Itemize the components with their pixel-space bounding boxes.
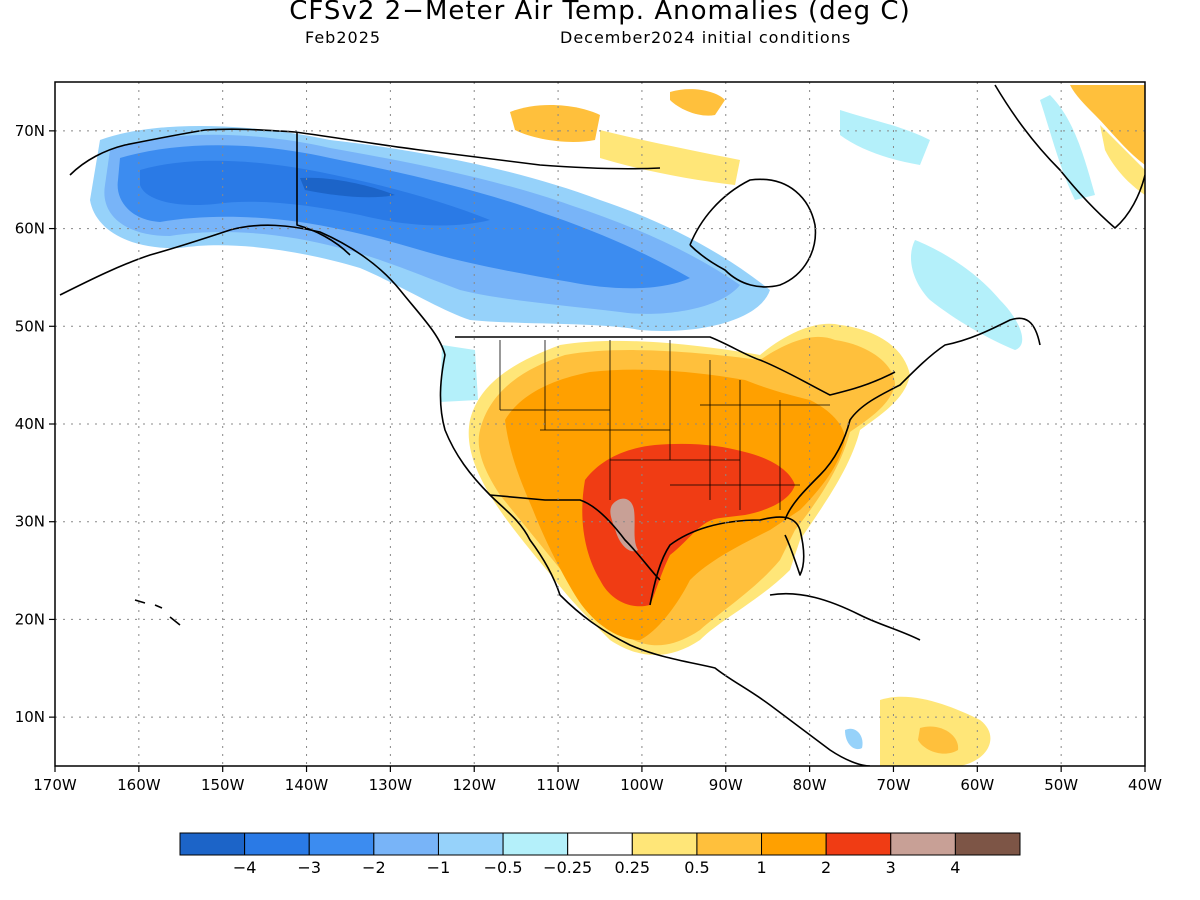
longitude-tick-label: 170W: [33, 776, 77, 794]
cold-region-pacific-nw: [440, 345, 478, 402]
latitude-tick-label: 40N: [15, 415, 45, 433]
longitude-tick-label: 40W: [1128, 776, 1162, 794]
longitude-tick-label: 140W: [285, 776, 329, 794]
cold-region-colombia: [845, 729, 863, 749]
latitude-tick-label: 30N: [15, 513, 45, 531]
longitude-tick-label: 120W: [452, 776, 496, 794]
colorbar-label: −3: [297, 858, 321, 877]
cold-region-arctic: [840, 110, 930, 165]
longitude-tick-label: 80W: [793, 776, 827, 794]
colorbar-swatch: [503, 833, 568, 855]
colorbar-label: 0.25: [614, 858, 650, 877]
longitude-tick-label: 160W: [117, 776, 161, 794]
colorbar-label: −2: [362, 858, 386, 877]
colorbar-swatch: [826, 833, 891, 855]
warm-region-arctic-2: [600, 130, 740, 185]
latitude-tick-label: 50N: [15, 317, 45, 335]
colorbar-label: 1: [756, 858, 766, 877]
cuba-outline: [770, 594, 920, 640]
colorbar-swatch: [891, 833, 956, 855]
longitude-tick-label: 130W: [369, 776, 413, 794]
colorbar-label: −4: [233, 858, 257, 877]
longitude-axis: 170W 160W 150W 140W 130W 120W 110W 100W 90W 80W 70…: [33, 766, 1162, 794]
colorbar-swatch: [374, 833, 439, 855]
colorbar-swatch: [762, 833, 827, 855]
longitude-tick-label: 100W: [620, 776, 664, 794]
latitude-axis: 70N 60N 50N 40N 30N 20N 10N: [15, 122, 55, 726]
colorbar-swatch: [632, 833, 697, 855]
colorbar-swatch: [438, 833, 503, 855]
latitude-tick-label: 70N: [15, 122, 45, 140]
longitude-tick-label: 60W: [960, 776, 994, 794]
colorbar-label: 0.5: [684, 858, 709, 877]
longitude-tick-label: 150W: [201, 776, 245, 794]
longitude-tick-label: 70W: [877, 776, 911, 794]
longitude-tick-label: 50W: [1044, 776, 1078, 794]
latitude-tick-label: 20N: [15, 610, 45, 628]
anomaly-shading: [90, 85, 1145, 766]
latitude-tick-label: 10N: [15, 708, 45, 726]
colorbar-swatch: [180, 833, 245, 855]
longitude-tick-label: 90W: [709, 776, 743, 794]
cold-region-labrador: [911, 240, 1022, 350]
colorbar-swatch: [568, 833, 633, 855]
colorbar-label: −0.25: [543, 858, 592, 877]
colorbar-label: 3: [886, 858, 896, 877]
colorbar-swatch: [309, 833, 374, 855]
latitude-tick-label: 60N: [15, 220, 45, 238]
warm-region-arctic-1: [510, 105, 600, 142]
colorbar-label: 2: [821, 858, 831, 877]
colorbar-label: −0.5: [484, 858, 523, 877]
colorbar-swatch: [245, 833, 310, 855]
colorbar: −4 −3 −2 −1 −0.5 −0.25 0.25 0.5 1 2 3 4: [180, 833, 1020, 877]
warm-region-arctic-3: [670, 89, 725, 115]
colorbar-swatch: [697, 833, 762, 855]
colorbar-swatch: [955, 833, 1020, 855]
cold-region-greenland: [1040, 95, 1095, 200]
colorbar-label: −1: [427, 858, 451, 877]
colorbar-label: 4: [950, 858, 960, 877]
longitude-tick-label: 110W: [536, 776, 580, 794]
hawaii-islands: [135, 600, 180, 625]
